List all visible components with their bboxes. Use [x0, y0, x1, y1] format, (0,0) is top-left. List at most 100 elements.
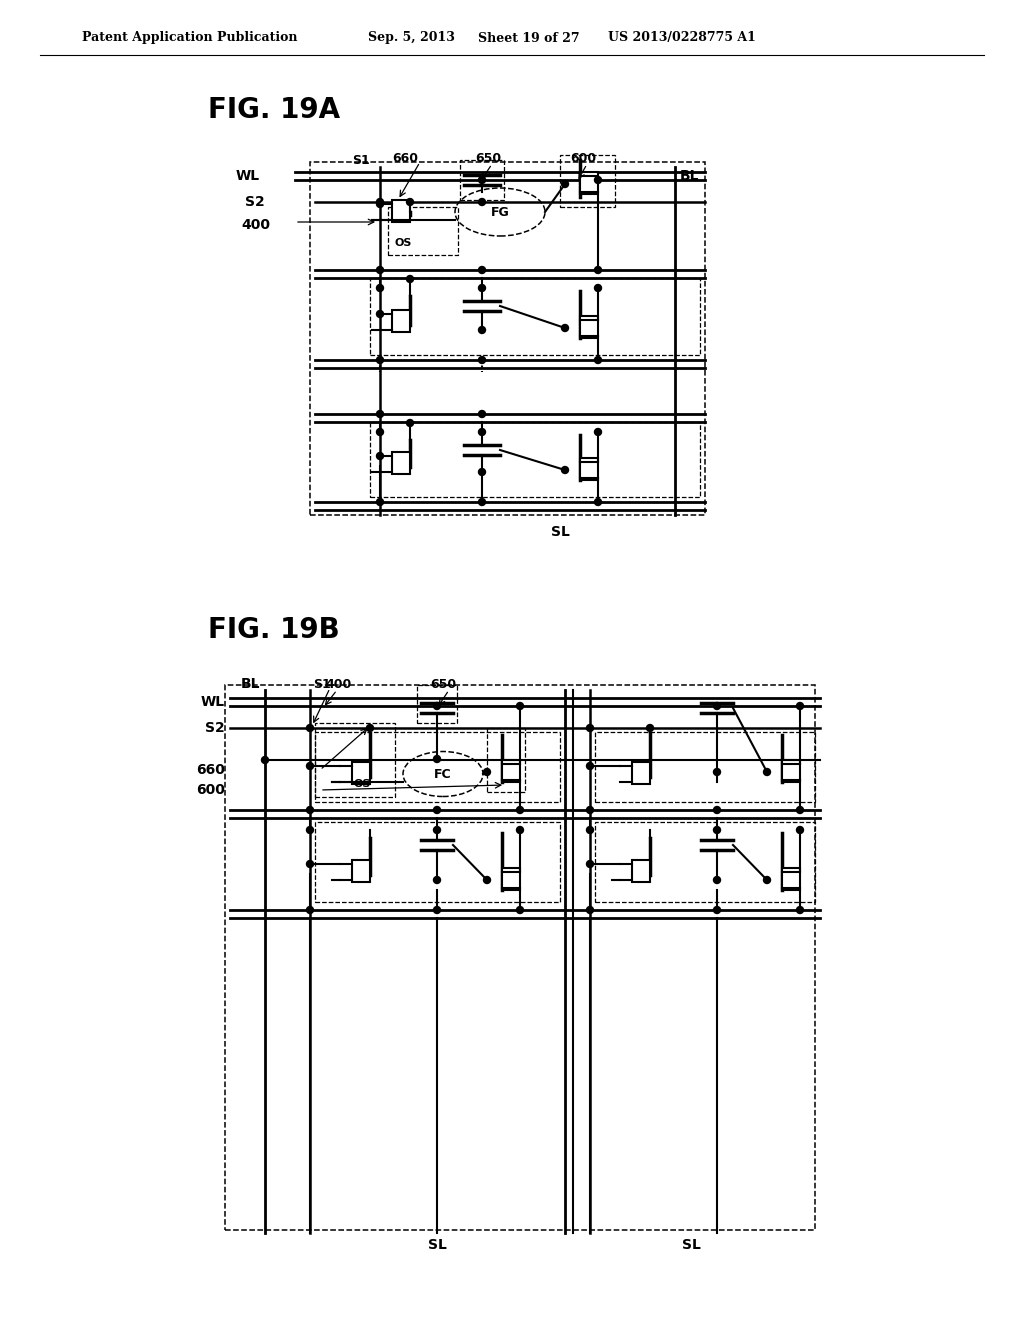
Bar: [632, 861, 650, 882]
Circle shape: [433, 702, 440, 710]
Circle shape: [714, 807, 721, 813]
Bar: [595, 822, 815, 902]
Text: OS: OS: [394, 238, 412, 248]
Bar: [502, 760, 520, 781]
Circle shape: [367, 725, 374, 731]
Circle shape: [306, 763, 313, 770]
Circle shape: [595, 356, 601, 363]
Bar: [782, 869, 800, 890]
Circle shape: [797, 807, 804, 813]
Bar: [580, 315, 598, 338]
Circle shape: [587, 725, 594, 731]
Circle shape: [377, 453, 384, 459]
Text: 660: 660: [392, 152, 418, 165]
Circle shape: [377, 356, 384, 363]
Text: Sep. 5, 2013: Sep. 5, 2013: [368, 32, 455, 45]
Circle shape: [483, 768, 490, 776]
Bar: [502, 869, 520, 890]
Text: 650: 650: [430, 677, 456, 690]
Bar: [580, 458, 598, 480]
Text: FC: FC: [434, 767, 452, 780]
Text: 600: 600: [570, 152, 596, 165]
Circle shape: [714, 876, 721, 883]
Circle shape: [478, 469, 485, 475]
Circle shape: [595, 429, 601, 436]
Circle shape: [714, 826, 721, 833]
Circle shape: [433, 876, 440, 883]
Bar: [225, 685, 815, 1230]
Bar: [370, 279, 700, 355]
Circle shape: [433, 826, 440, 833]
Bar: [310, 162, 705, 515]
Circle shape: [587, 861, 594, 867]
Circle shape: [714, 768, 721, 776]
Circle shape: [561, 181, 568, 187]
Circle shape: [478, 429, 485, 436]
Circle shape: [516, 702, 523, 710]
Text: S1: S1: [352, 153, 370, 166]
Circle shape: [516, 807, 523, 813]
Circle shape: [407, 420, 414, 426]
Circle shape: [595, 499, 601, 506]
Bar: [417, 685, 457, 723]
Circle shape: [714, 907, 721, 913]
Circle shape: [587, 807, 594, 813]
Circle shape: [764, 768, 770, 776]
Bar: [392, 451, 410, 474]
Circle shape: [478, 177, 485, 183]
Bar: [392, 310, 410, 333]
Bar: [595, 733, 815, 803]
Circle shape: [587, 907, 594, 913]
Text: US 2013/0228775 A1: US 2013/0228775 A1: [608, 32, 756, 45]
Bar: [352, 861, 370, 882]
Text: OS: OS: [353, 779, 371, 789]
Text: 400: 400: [325, 677, 351, 690]
Bar: [370, 422, 700, 498]
Text: 660: 660: [197, 763, 225, 777]
Circle shape: [433, 807, 440, 813]
Circle shape: [561, 325, 568, 331]
Bar: [315, 822, 560, 902]
Circle shape: [478, 267, 485, 273]
Circle shape: [377, 429, 384, 436]
Circle shape: [478, 326, 485, 334]
Circle shape: [797, 702, 804, 710]
Bar: [315, 733, 560, 803]
Text: FIG. 19A: FIG. 19A: [208, 96, 340, 124]
Text: 650: 650: [475, 152, 501, 165]
Text: WL: WL: [236, 169, 260, 183]
Circle shape: [561, 466, 568, 474]
Bar: [460, 160, 504, 201]
Circle shape: [797, 826, 804, 833]
Circle shape: [306, 725, 313, 731]
Circle shape: [377, 499, 384, 506]
Circle shape: [478, 411, 485, 417]
Circle shape: [377, 198, 384, 206]
Circle shape: [587, 763, 594, 770]
Text: BL: BL: [680, 169, 699, 183]
Text: SL: SL: [428, 1238, 446, 1251]
Text: SL: SL: [682, 1238, 700, 1251]
Circle shape: [516, 826, 523, 833]
Circle shape: [595, 267, 601, 273]
Circle shape: [433, 907, 440, 913]
Text: SL: SL: [551, 525, 569, 539]
Circle shape: [587, 826, 594, 833]
Circle shape: [433, 755, 440, 763]
Bar: [352, 762, 370, 784]
Circle shape: [407, 198, 414, 206]
Circle shape: [407, 276, 414, 282]
Circle shape: [595, 285, 601, 292]
Circle shape: [261, 756, 268, 763]
Text: Sheet 19 of 27: Sheet 19 of 27: [478, 32, 580, 45]
Circle shape: [478, 499, 485, 506]
Circle shape: [478, 198, 485, 206]
Bar: [560, 154, 615, 207]
Circle shape: [483, 876, 490, 883]
Bar: [392, 201, 410, 222]
Circle shape: [306, 861, 313, 867]
Bar: [388, 207, 458, 255]
Circle shape: [306, 907, 313, 913]
Bar: [580, 172, 598, 194]
Circle shape: [377, 285, 384, 292]
